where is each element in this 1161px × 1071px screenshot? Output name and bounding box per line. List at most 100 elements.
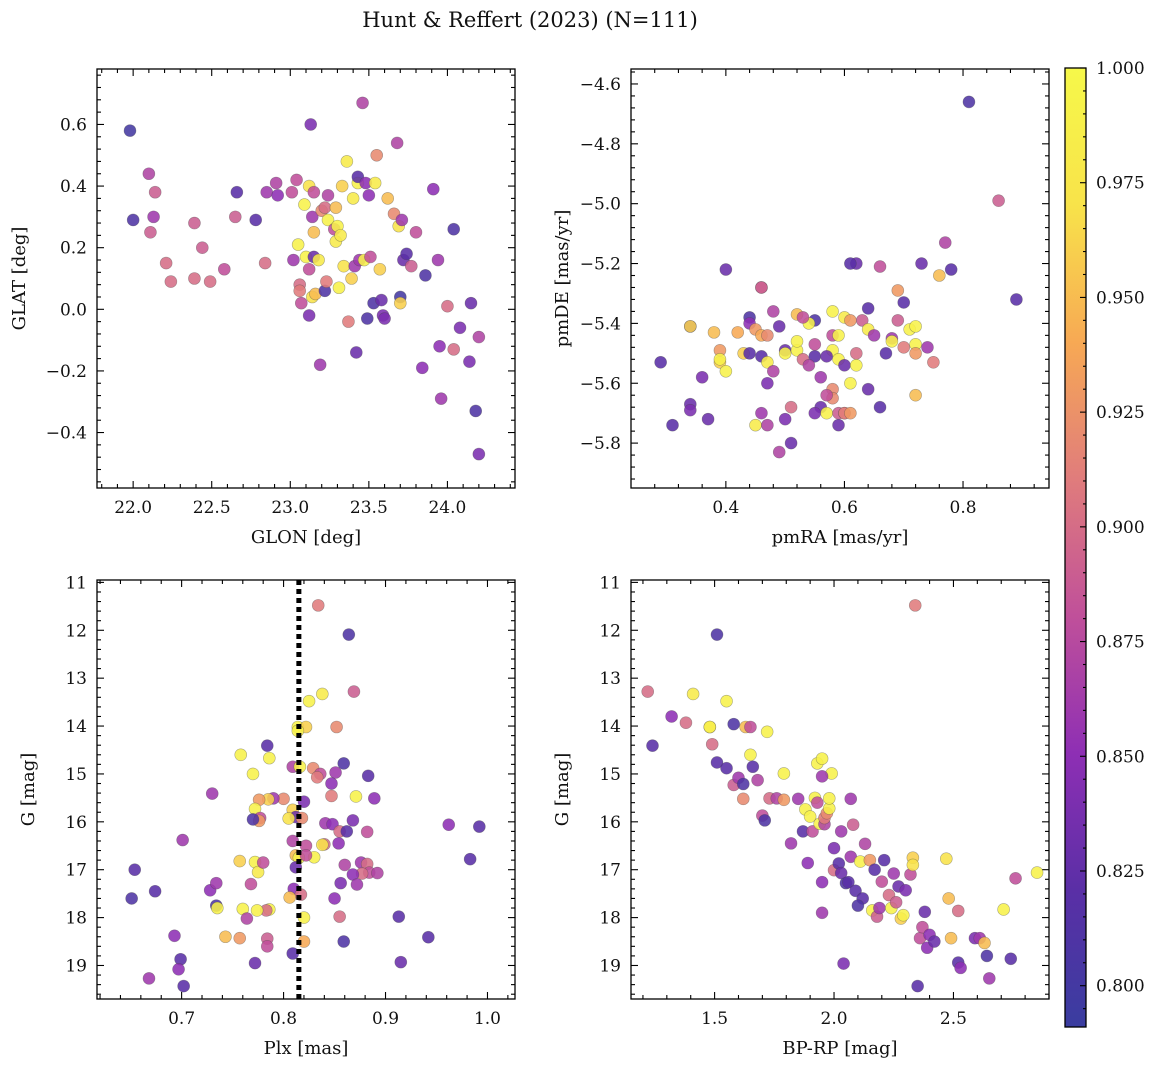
- axes-frame: [630, 579, 1050, 1000]
- y-tick-label: 14: [599, 717, 621, 737]
- data-point: [368, 176, 382, 190]
- data-point: [1030, 866, 1044, 879]
- data-point: [400, 247, 413, 261]
- data-point: [228, 210, 242, 224]
- x-tick-label: 23.0: [271, 498, 309, 518]
- data-point: [307, 225, 321, 239]
- data-point: [803, 810, 817, 823]
- data-point: [142, 972, 156, 985]
- data-point: [951, 904, 965, 918]
- data-point: [426, 182, 440, 196]
- data-point: [766, 305, 780, 318]
- data-point: [233, 931, 247, 945]
- data-point: [777, 767, 791, 780]
- x-axis-label: Plx [mas]: [264, 1038, 349, 1059]
- data-point: [321, 189, 335, 202]
- data-point: [394, 955, 408, 969]
- colorbar-tick-label: 0.800: [1096, 977, 1145, 997]
- data-point: [142, 167, 156, 181]
- x-tick-label: 1.5: [701, 1009, 728, 1029]
- axes-frame: [96, 68, 516, 489]
- data-point: [703, 720, 717, 734]
- data-point: [944, 263, 958, 276]
- data-point: [392, 910, 406, 923]
- data-point: [125, 892, 138, 905]
- y-tick-label: 0.6: [60, 115, 87, 135]
- x-tick-label: 0.8: [270, 1009, 297, 1029]
- data-point: [325, 777, 338, 790]
- data-point: [463, 852, 477, 866]
- y-tick-label: 11: [65, 573, 87, 593]
- data-point: [731, 326, 745, 339]
- data-point: [814, 370, 828, 384]
- data-point: [337, 757, 351, 770]
- data-point: [909, 320, 922, 333]
- data-point: [375, 293, 388, 307]
- data-point: [766, 364, 780, 378]
- data-point: [347, 685, 361, 698]
- data-point: [381, 192, 395, 205]
- x-axis-label: GLON [deg]: [251, 527, 361, 548]
- data-point: [727, 717, 741, 731]
- data-point: [736, 792, 750, 806]
- data-point: [710, 756, 724, 769]
- data-point: [147, 210, 160, 224]
- data-point: [897, 296, 911, 309]
- data-point: [992, 194, 1005, 207]
- data-point: [909, 347, 922, 360]
- data-point: [755, 406, 768, 420]
- data-point: [944, 931, 958, 945]
- data-point: [772, 445, 786, 459]
- data-point: [244, 877, 258, 891]
- data-point: [873, 260, 887, 273]
- data-point: [313, 358, 327, 372]
- data-point: [378, 312, 391, 325]
- data-point: [345, 272, 358, 285]
- y-tick-label: 11: [599, 573, 621, 593]
- data-point: [419, 269, 432, 282]
- data-point: [233, 854, 247, 868]
- data-point: [713, 353, 727, 366]
- data-point: [846, 818, 860, 831]
- data-point: [1010, 293, 1023, 306]
- data-point: [211, 901, 224, 915]
- data-point: [409, 225, 423, 239]
- x-tick-label: 0.6: [831, 498, 858, 518]
- data-point: [433, 339, 446, 353]
- y-tick-label: 17: [65, 861, 87, 881]
- y-tick-label: 12: [65, 621, 87, 641]
- data-point: [980, 949, 994, 963]
- data-point: [415, 361, 429, 375]
- x-tick-label: 0.9: [372, 1009, 399, 1029]
- data-point: [896, 908, 910, 922]
- colorbar-gradient: [1064, 67, 1087, 1028]
- data-point: [875, 875, 889, 888]
- colorbar-tick-label: 0.900: [1096, 518, 1145, 538]
- data-point: [861, 382, 875, 396]
- data-point: [144, 225, 157, 239]
- data-point: [251, 865, 265, 879]
- data-point: [209, 876, 223, 890]
- data-point: [360, 312, 374, 325]
- data-point: [838, 358, 851, 372]
- data-point: [758, 814, 772, 827]
- data-point: [897, 341, 911, 354]
- colorbar-tick-label: 1.000: [1096, 59, 1145, 79]
- data-point: [654, 355, 667, 369]
- data-point: [364, 250, 377, 264]
- data-point: [815, 752, 829, 765]
- y-axis-label: pmDE [mas/yr]: [552, 210, 573, 348]
- data-point: [240, 912, 254, 925]
- data-point: [842, 875, 855, 889]
- data-point: [328, 892, 341, 905]
- data-point: [123, 124, 137, 137]
- y-tick-label: −4.8: [580, 135, 621, 155]
- y-tick-label: −5.0: [580, 195, 621, 215]
- data-point: [679, 716, 693, 729]
- data-point: [899, 883, 912, 897]
- data-point: [390, 136, 404, 150]
- data-point: [269, 176, 283, 190]
- data-point: [802, 358, 816, 372]
- data-point: [368, 792, 381, 805]
- data-point: [248, 956, 262, 970]
